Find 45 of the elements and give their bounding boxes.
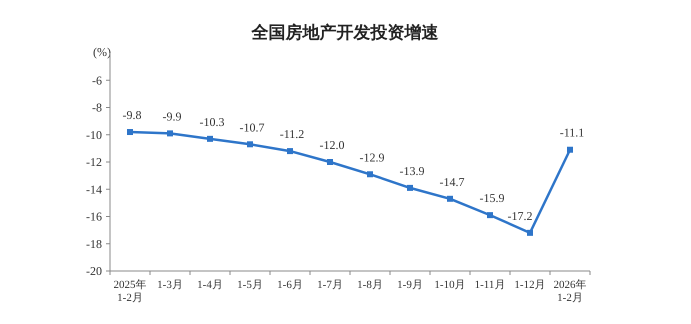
x-tick-label: 2026年1-2月 bbox=[554, 279, 586, 304]
data-label: -11.2 bbox=[280, 127, 304, 142]
data-label: -17.2 bbox=[508, 208, 532, 223]
x-tick-label: 2025年1-2月 bbox=[114, 279, 146, 304]
x-tick-label: 1-9月 bbox=[397, 279, 423, 291]
point bbox=[527, 230, 533, 236]
point bbox=[127, 129, 133, 136]
y-tick-label: -16 bbox=[86, 210, 102, 224]
point bbox=[287, 148, 293, 154]
x-tick-label: 1-10月 bbox=[434, 279, 466, 291]
y-tick-label: -6 bbox=[92, 73, 102, 88]
data-label: -12.9 bbox=[360, 150, 384, 164]
point bbox=[207, 136, 213, 142]
point bbox=[167, 130, 173, 136]
x-tick-label: 1-11月 bbox=[474, 279, 506, 291]
data-label: -9.9 bbox=[162, 109, 182, 124]
chart-title: 全国房地产开发投资增速 bbox=[250, 23, 438, 43]
y-tick-label: -20 bbox=[86, 264, 102, 278]
data-label: -12.0 bbox=[320, 138, 344, 152]
x-tick-label: 1-8月 bbox=[357, 279, 383, 291]
data-label: -14.7 bbox=[440, 174, 464, 189]
point bbox=[327, 159, 333, 165]
y-tick-label: -14 bbox=[86, 182, 102, 196]
point bbox=[447, 196, 453, 202]
data-label: -13.9 bbox=[400, 164, 424, 178]
data-label: -10.3 bbox=[200, 114, 224, 129]
point bbox=[407, 184, 413, 191]
x-tick-label: 1-12月 bbox=[514, 279, 546, 291]
x-tick-label: 1-6月 bbox=[277, 279, 303, 291]
data-label: -9.8 bbox=[122, 108, 142, 122]
data-label: -10.7 bbox=[240, 120, 264, 134]
point bbox=[487, 212, 493, 218]
y-tick-label: -18 bbox=[86, 236, 102, 251]
x-tick-label: 1-7月 bbox=[317, 279, 343, 291]
y-tick-label: -8 bbox=[92, 100, 102, 114]
y-tick-label: -10 bbox=[86, 128, 102, 142]
point bbox=[567, 146, 573, 153]
data-label: -15.9 bbox=[480, 191, 504, 206]
point bbox=[367, 171, 373, 178]
x-tick-label: 1-3月 bbox=[157, 279, 183, 291]
x-tick-label: 1-5月 bbox=[237, 279, 263, 291]
data-label: -11.1 bbox=[560, 126, 584, 140]
x-tick-label: 1-4月 bbox=[197, 279, 223, 291]
point bbox=[247, 141, 253, 148]
y-tick-label: -12 bbox=[86, 155, 102, 169]
